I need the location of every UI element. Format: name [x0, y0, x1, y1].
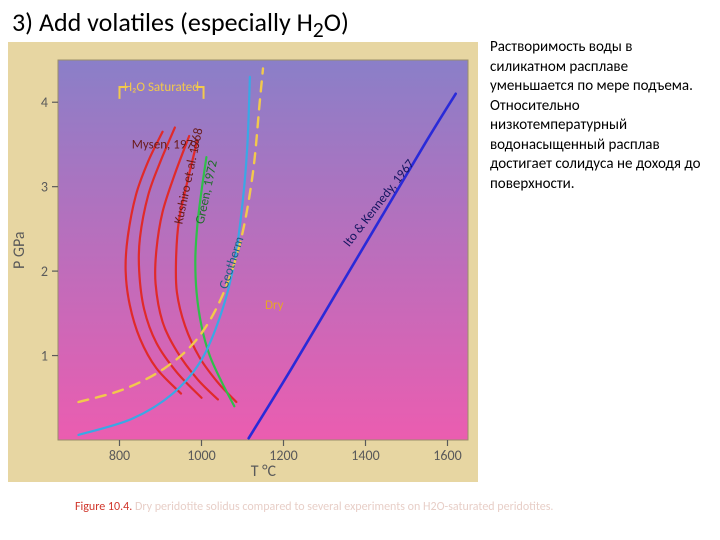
- svg-text:T °C: T °C: [251, 462, 277, 481]
- svg-text:P GPa: P GPa: [10, 231, 29, 269]
- chart-svg: 80010001200140016001234T °CP GPaH₂O Satu…: [8, 42, 478, 482]
- svg-text:1400: 1400: [351, 447, 379, 464]
- svg-text:2: 2: [41, 263, 48, 280]
- svg-text:1600: 1600: [433, 447, 461, 464]
- page-title: 3) Add volatiles (especially H2O): [12, 6, 349, 43]
- title-sub: 2: [313, 16, 324, 43]
- svg-text:4: 4: [41, 94, 48, 111]
- svg-text:1: 1: [41, 348, 48, 365]
- caption-label: Figure 10.4.: [75, 500, 132, 514]
- svg-text:H₂O Saturated: H₂O Saturated: [124, 80, 199, 95]
- title-text: 3) Add volatiles (especially H: [12, 6, 313, 38]
- figure-caption: Figure 10.4. Dry peridotite solidus comp…: [75, 500, 553, 514]
- svg-text:1000: 1000: [187, 447, 215, 464]
- annotation: Dry: [265, 298, 284, 313]
- caption-text: Dry peridotite solidus compared to sever…: [132, 500, 553, 514]
- svg-text:3: 3: [41, 179, 48, 196]
- svg-text:800: 800: [109, 447, 130, 464]
- title-text-2: O): [324, 6, 349, 38]
- side-description: Растворимость воды в силикатном расплаве…: [490, 38, 710, 194]
- solidus-chart: 80010001200140016001234T °CP GPaH₂O Satu…: [8, 42, 478, 482]
